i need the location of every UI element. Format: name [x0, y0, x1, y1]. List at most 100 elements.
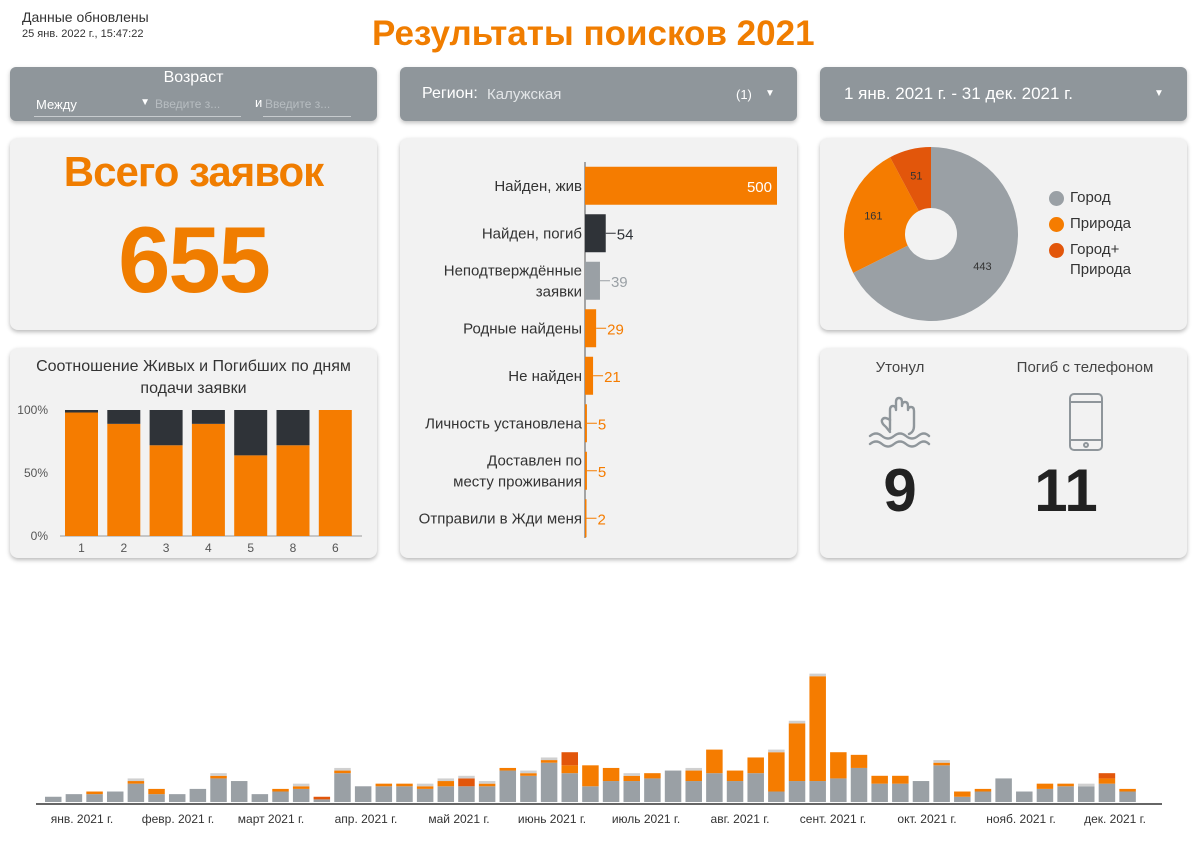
monthly-bar-segment — [933, 762, 950, 766]
monthly-bar-segment — [871, 783, 888, 802]
monthly-bar-segment — [912, 781, 930, 802]
ratio-alive-bar — [149, 445, 183, 536]
outcome-bar — [585, 356, 594, 395]
monthly-bar-segment — [313, 796, 331, 800]
donut-slice-label: 443 — [973, 261, 991, 273]
age-from-input[interactable] — [153, 92, 241, 117]
monthly-bar-segment — [768, 749, 785, 753]
monthly-bar-segment — [540, 760, 558, 763]
monthly-bar-segment — [334, 767, 351, 771]
ratio-alive-bar — [107, 423, 141, 536]
monthly-bar-segment — [65, 794, 83, 802]
monthly-bar-segment — [210, 775, 227, 779]
monthly-bar-segment — [458, 778, 475, 787]
monthly-bar-segment — [623, 781, 640, 802]
monthly-bar-segment — [1078, 783, 1095, 787]
monthly-bar-segment — [292, 783, 310, 787]
monthly-bar-segment — [520, 775, 537, 802]
monthly-bar-segment — [416, 788, 434, 802]
dropdown-caret-icon: ▼ — [1154, 88, 1164, 99]
monthly-bar-segment — [726, 770, 744, 782]
ratio-xtick-label: 8 — [290, 541, 297, 555]
donut-slice-label: 51 — [910, 170, 922, 182]
monthly-bar-segment — [685, 767, 702, 771]
monthly-xtick-label: янв. 2021 г. — [51, 812, 113, 826]
monthly-xtick-label: март 2021 г. — [238, 812, 304, 826]
legend-swatch — [1049, 243, 1064, 258]
monthly-bar-segment — [499, 770, 517, 802]
legend-swatch — [1049, 191, 1064, 206]
monthly-requests-chart: янв. 2021 г. февр. 2021 г. март 2021 г. апр… — [36, 673, 1162, 826]
dropdown-caret-icon: ▼ — [140, 97, 150, 108]
outcome-value-label: 500 — [747, 179, 772, 196]
outcome-value-label: 5 — [598, 464, 606, 481]
ratio-alive-bar — [318, 410, 352, 536]
monthly-bar-segment — [933, 765, 950, 802]
monthly-bar-segment — [830, 778, 847, 802]
monthly-bar-segment — [313, 799, 331, 802]
monthly-bar-segment — [809, 676, 826, 782]
monthly-bar-segment — [582, 786, 599, 802]
monthly-bar-segment — [437, 778, 455, 782]
monthly-bar-segment — [623, 775, 640, 782]
age-to-input[interactable] — [263, 92, 351, 117]
monthly-bar-segment — [561, 773, 579, 802]
monthly-xtick-label: май 2021 г. — [428, 812, 489, 826]
monthly-bar-segment — [974, 788, 992, 792]
ratio-xtick-label: 6 — [332, 541, 339, 555]
monthly-bar-segment — [540, 757, 558, 761]
monthly-bar-segment — [478, 781, 496, 784]
ratio-xtick-label: 2 — [120, 541, 127, 555]
monthly-bar-segment — [1098, 773, 1116, 779]
date-range-value: 1 янв. 2021 г. - 31 дек. 2021 г. — [844, 84, 1074, 103]
monthly-bar-segment — [127, 783, 145, 802]
monthly-bar-segment — [396, 783, 413, 787]
legend-label: Город — [1070, 189, 1111, 206]
ratio-dead-bar — [234, 410, 268, 456]
data-updated-timestamp: 25 янв. 2022 г., 15:47:22 — [22, 28, 144, 40]
monthly-bar-segment — [561, 752, 579, 766]
outcome-category-label: Найден, жив — [494, 178, 582, 195]
monthly-bar-segment — [45, 796, 62, 802]
outcome-value-label: 29 — [607, 321, 624, 338]
monthly-xtick-label: окт. 2021 г. — [897, 812, 956, 826]
outcome-bar — [585, 166, 777, 205]
monthly-bar-segment — [850, 767, 868, 802]
monthly-bar-segment — [458, 775, 475, 779]
monthly-bar-segment — [1036, 783, 1054, 789]
age-and-label: и — [255, 95, 263, 110]
legend-label: Природа — [1070, 215, 1131, 232]
ratio-alive-bar — [65, 412, 98, 536]
monthly-xtick-label: июль 2021 г. — [612, 812, 680, 826]
page-title: Результаты поисков 2021 — [372, 14, 815, 53]
monthly-bar-segment — [210, 778, 227, 802]
region-filter-label: Регион: — [422, 85, 478, 102]
region-filter-dropdown[interactable]: Регион: Калужская (1) ▼ — [400, 67, 797, 121]
monthly-bar-segment — [499, 767, 517, 771]
ratio-dead-bar — [107, 410, 141, 424]
phone-icon — [1069, 393, 1103, 451]
monthly-xtick-label: авг. 2021 г. — [711, 812, 770, 826]
ratio-dead-bar — [191, 410, 225, 424]
region-filter-value: Калужская — [487, 86, 562, 103]
monthly-bar-segment — [664, 770, 682, 802]
monthly-bar-segment — [1036, 788, 1054, 802]
monthly-bar-segment — [1078, 786, 1095, 802]
monthly-xtick-label: апр. 2021 г. — [335, 812, 398, 826]
monthly-bar-segment — [292, 786, 310, 789]
dropdown-caret-icon: ▼ — [765, 88, 775, 99]
monthly-bar-segment — [127, 778, 145, 782]
monthly-bar-segment — [1098, 783, 1116, 802]
date-range-picker[interactable]: 1 янв. 2021 г. - 31 дек. 2021 г. ▼ — [820, 67, 1187, 121]
age-mode-dropdown[interactable]: Между ▼ — [34, 92, 154, 117]
monthly-bar-segment — [478, 783, 496, 787]
monthly-bar-segment — [954, 791, 971, 797]
alive-dead-ratio-card: Соотношение Живых и Погибших по дням под… — [10, 348, 377, 558]
monthly-bar-segment — [230, 781, 248, 802]
monthly-bar-segment — [86, 794, 103, 802]
monthly-xtick-label: февр. 2021 г. — [142, 812, 215, 826]
ratio-ytick-label: 100% — [17, 403, 48, 417]
ratio-ytick-label: 0% — [31, 529, 49, 543]
outcome-category-label: заявки — [536, 283, 582, 300]
died-with-phone-label: Погиб с телефоном — [1016, 359, 1154, 376]
